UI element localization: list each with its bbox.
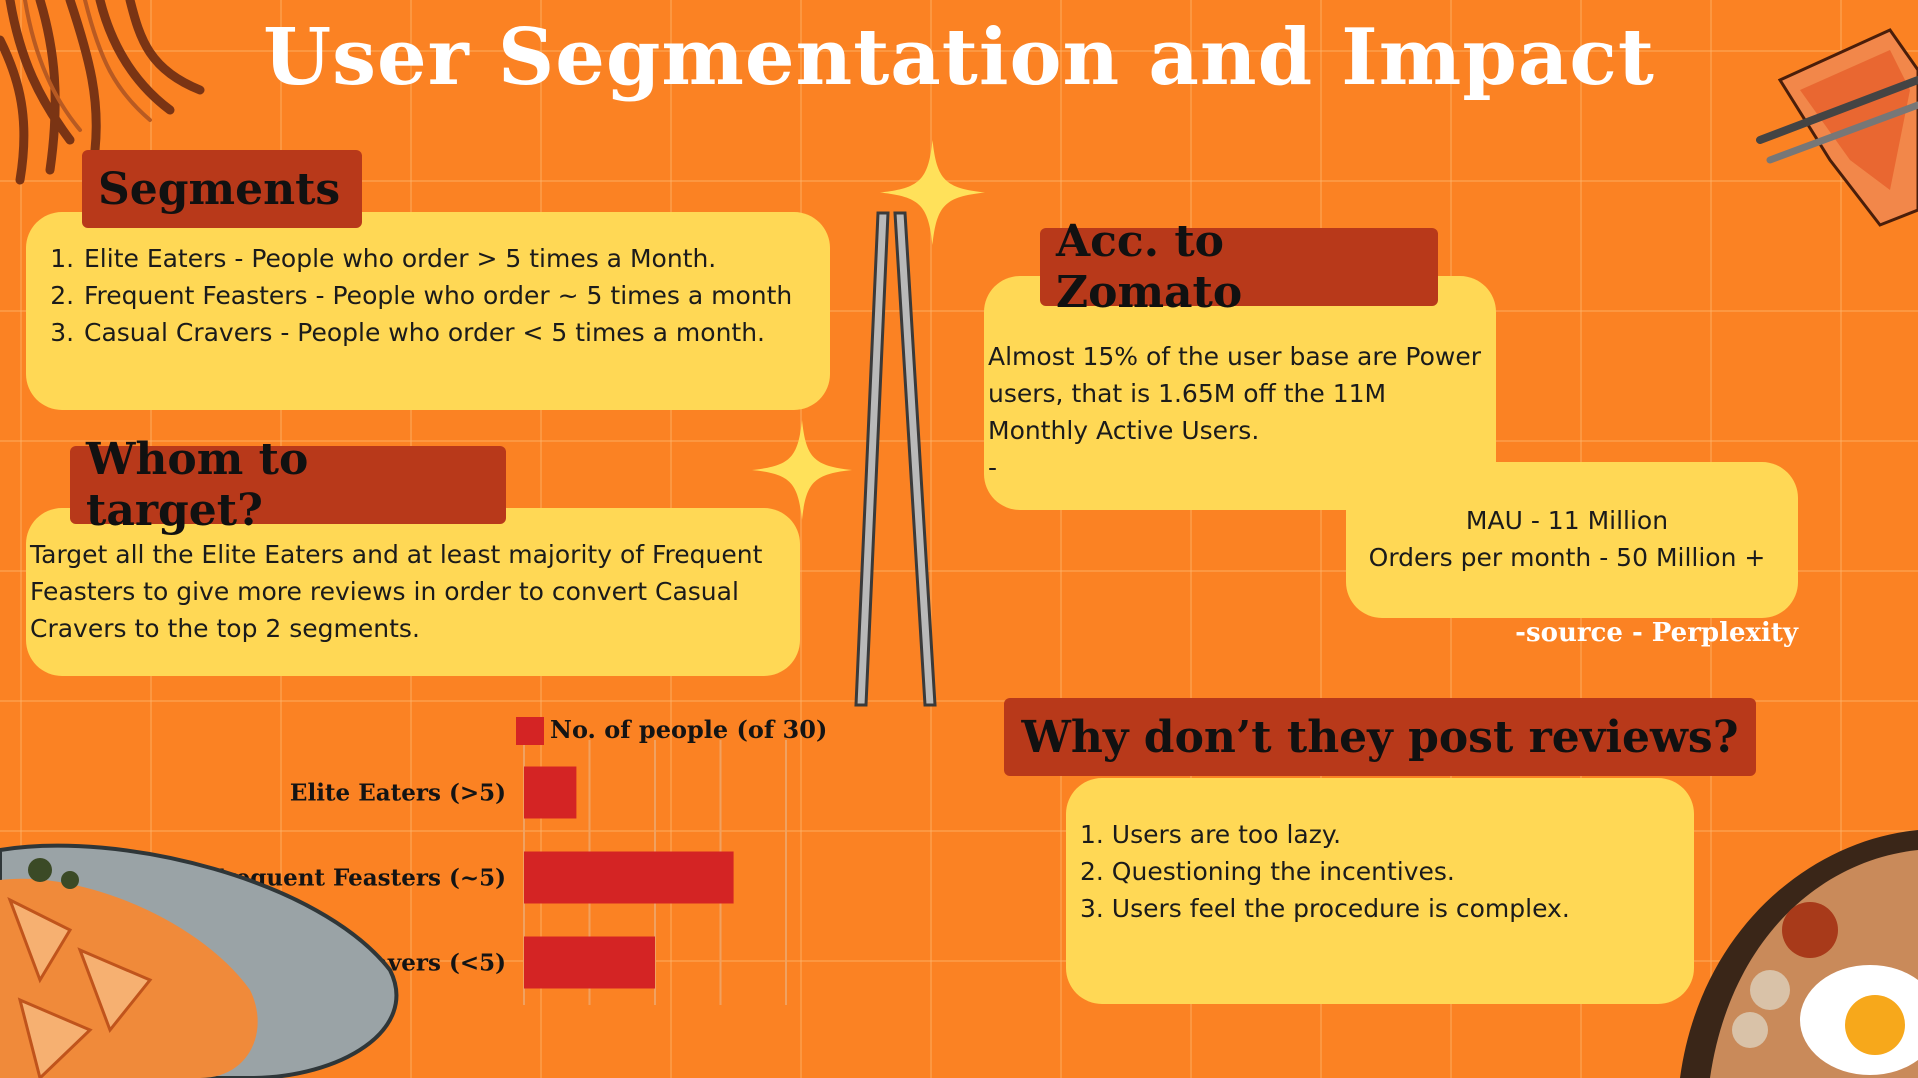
zomato-dash: - [988,453,998,482]
segment-item: Elite Eaters - People who order > 5 time… [82,240,820,277]
noodles-illustration [0,0,205,185]
zomato-card-bottom: MAU - 11 Million Orders per month - 50 M… [1346,462,1798,618]
tick-label: 15 [704,1016,737,1020]
chopsticks-illustration [854,211,937,707]
target-heading: Whom to target? [70,434,506,536]
zomato-power-users-text: Almost 15% of the user base are Power us… [988,342,1481,445]
page-title: User Segmentation and Impact [263,12,1655,103]
sparkle-icon [752,420,852,520]
sparkle-icon [880,140,985,245]
legend-label: No. of people (of 30) [550,715,827,744]
kimchi-chopsticks-illustration [1756,28,1918,227]
tick-label: 5 [581,1016,598,1020]
mau-text: MAU - 11 Million [1465,506,1669,535]
why-item: 1. Users are too lazy. [1080,820,1342,849]
target-heading-text: Whom to target? [86,434,309,536]
legend-swatch [516,717,544,745]
why-card: 1. Users are too lazy. 2. Questioning th… [1066,778,1694,1004]
tick-label: 20 [769,1016,802,1020]
segment-item: Casual Cravers - People who order < 5 ti… [82,314,820,351]
bar [524,936,655,989]
why-item: 2. Questioning the incentives. [1080,857,1455,886]
why-heading: Why don’t they post reviews? [1004,698,1756,776]
source-note: -source - Perplexity [1515,618,1798,648]
segments-list: Elite Eaters - People who order > 5 time… [34,240,820,351]
segments-heading: Segments [82,150,362,228]
orders-text: Orders per month - 50 Million + [1368,543,1766,572]
target-text: Target all the Elite Eaters and at least… [30,540,763,643]
bar [524,851,734,904]
why-item: 3. Users feel the procedure is complex. [1080,894,1570,923]
segment-item: Frequent Feasters - People who order ~ 5… [82,277,820,314]
category-label: Elite Eaters (>5) [290,780,506,807]
segments-heading-text: Segments [98,163,341,215]
zomato-heading: Acc. to Zomato [1040,216,1438,318]
why-heading-text: Why don’t they post reviews? [1021,711,1739,763]
target-card: Target all the Elite Eaters and at least… [26,508,800,676]
plate-illustration [0,843,399,1078]
bar [524,766,577,819]
bibimbap-illustration [1680,830,1918,1078]
segments-card: Elite Eaters - People who order > 5 time… [26,212,830,410]
zomato-heading-text: Acc. to Zomato [1056,216,1243,318]
tick-label: 10 [638,1016,671,1020]
tick-label: 0 [516,1016,533,1020]
